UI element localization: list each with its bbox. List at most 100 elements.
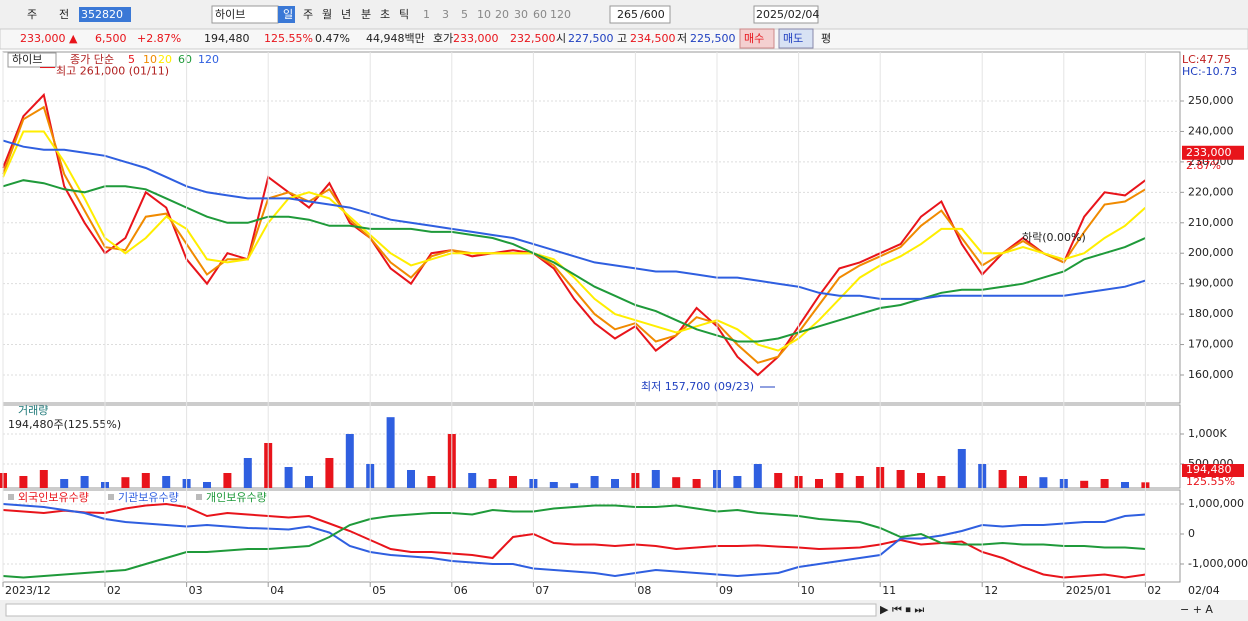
y-tick-label: 240,000 (1188, 124, 1234, 137)
volume-bar (937, 475, 946, 488)
x-tick-label: 03 (189, 584, 203, 597)
volume-bar (896, 469, 905, 488)
legend-title: 종가 단순 (70, 53, 114, 66)
min-annotation: 최저 157,700 (09/23) (641, 380, 754, 393)
interval-button[interactable]: 1 (423, 8, 430, 21)
timeframe-button[interactable]: 틱 (399, 8, 409, 21)
code-input-bg[interactable] (79, 7, 131, 22)
interval-button[interactable]: 120 (550, 8, 571, 21)
buy-button[interactable]: 매수 (744, 32, 764, 45)
volume-bar (488, 478, 497, 488)
info-turnover: 0.47% (315, 32, 350, 45)
volume-last-bg (1182, 464, 1244, 477)
info-high-label: 고 (617, 32, 627, 45)
volume-bar (141, 472, 150, 488)
y-tick-label: 1,000,000 (1188, 497, 1244, 510)
volume-bar (203, 481, 211, 488)
avg-button[interactable]: 평 (821, 32, 831, 45)
prev-select[interactable]: 전 (59, 8, 69, 21)
interval-button[interactable]: 3 (442, 8, 449, 21)
volume-bar (855, 475, 864, 488)
legend-swatch (108, 494, 114, 500)
volume-bar (774, 472, 783, 488)
info-volume-ratio: 125.55% (264, 32, 313, 45)
volume-bar (427, 475, 436, 488)
volume-title: 거래량 (18, 404, 48, 417)
series-line (2, 502, 1146, 579)
stock-name[interactable]: 하이브 (215, 7, 245, 21)
volume-bar (1100, 478, 1109, 488)
x-tick-label: 12 (984, 584, 998, 597)
y-tick-label: 210,000 (1188, 216, 1234, 229)
info-ask: 233,000 (453, 32, 499, 45)
volume-bar (305, 475, 313, 488)
timeframe-button[interactable]: 월 (322, 8, 332, 21)
sell-button[interactable]: 매도 (783, 32, 803, 45)
volume-bar (80, 475, 89, 488)
sell-bg (778, 28, 814, 49)
legend-entry: 10 (143, 53, 157, 66)
y-tick-label: 1,000K (1188, 427, 1227, 440)
interval-button[interactable]: 5 (461, 8, 468, 21)
volume-bar (243, 457, 252, 488)
info-low-label: 저 (677, 32, 687, 45)
legend-entry: 60 (178, 53, 192, 66)
timeframe-button[interactable]: 주 (303, 8, 313, 21)
timeframe-button[interactable]: 초 (380, 8, 390, 21)
volume-bar (1121, 481, 1129, 488)
x-tick-label: 2023/12 (5, 584, 51, 597)
volume-subtitle: 194,480주(125.55%) (8, 418, 121, 431)
max-annotation: 최고 261,000 (01/11) (56, 65, 169, 78)
timeframe-button[interactable]: 년 (341, 8, 351, 21)
scroll-track[interactable] (5, 603, 877, 617)
volume-bar (407, 469, 415, 488)
last-price-label: 233,000 (1186, 146, 1232, 159)
volume-bar (468, 472, 477, 488)
x-tick-label: 10 (801, 584, 815, 597)
volume-bar (121, 477, 130, 488)
x-tick-label: 06 (454, 584, 468, 597)
info-bar-bg (0, 28, 1248, 50)
interval-button[interactable]: 20 (495, 8, 509, 21)
date-input[interactable]: 2025/02/04 (756, 8, 819, 21)
code-input[interactable]: 352820 (81, 8, 123, 21)
y-tick-label: 160,000 (1188, 368, 1234, 381)
y-tick-label: 190,000 (1188, 277, 1234, 290)
y-tick-label: 220,000 (1188, 185, 1234, 198)
volume-bar (733, 475, 742, 488)
x-end-label: 02/04 (1188, 584, 1220, 597)
info-change: 6,500 (95, 32, 127, 45)
timeframe-button[interactable]: 분 (361, 8, 371, 21)
x-tick-label: 05 (372, 584, 386, 597)
series-line (2, 503, 1146, 578)
info-volume: 194,480 (204, 32, 250, 45)
legend-name: 하이브 (12, 52, 42, 66)
legend-swatch (196, 494, 202, 500)
volume-bar (386, 417, 395, 488)
legend-entry: 20 (158, 53, 172, 66)
volume-last-pct: 125.55% (1186, 475, 1235, 488)
legend-entry: 개인보유수량 (206, 491, 267, 504)
volume-bar (611, 478, 619, 488)
info-value: 44,948백만 (366, 32, 425, 45)
scroll-controls[interactable]: ▶ ⏮ ⏹ ⏭ (880, 603, 924, 616)
price-panel (2, 51, 1181, 404)
date-bg (753, 5, 819, 24)
interval-button[interactable]: 60 (533, 8, 547, 21)
y-tick-label: 250,000 (1188, 94, 1234, 107)
volume-bar (815, 478, 823, 488)
zoom-controls[interactable]: − + A (1180, 603, 1213, 616)
interval-button[interactable]: 10 (477, 8, 491, 21)
info-price: 233,000 ▲ (20, 32, 78, 45)
volume-bar (549, 481, 558, 488)
interval-button[interactable]: 30 (514, 8, 528, 21)
signal-annotation: 하락(0.00%) (1022, 230, 1086, 244)
info-high: 234,500 (630, 32, 676, 45)
period-select[interactable]: 주 (27, 8, 37, 21)
timeframe-button[interactable]: 일 (283, 7, 293, 21)
volume-bar (835, 472, 844, 488)
volume-bar (162, 475, 171, 488)
series-line (2, 130, 1147, 352)
x-tick-label: 08 (637, 584, 651, 597)
